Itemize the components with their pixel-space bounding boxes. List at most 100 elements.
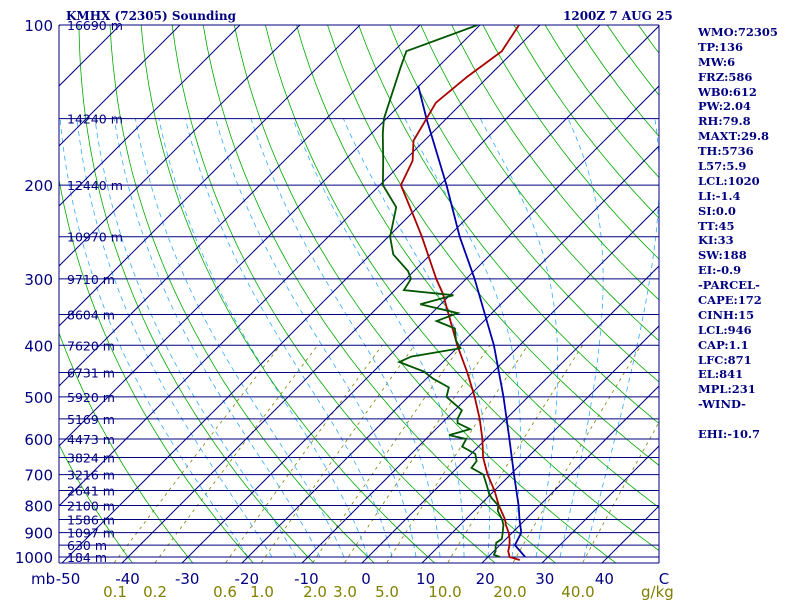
height-level-label: 16690 m — [67, 18, 123, 33]
isotherm-line — [59, 25, 301, 267]
height-level-label: 1097 m — [67, 526, 115, 541]
isotherm-line — [61, 25, 601, 563]
mixing-ratio-line — [343, 345, 491, 563]
isotherm-line — [361, 265, 659, 563]
mixing-ratio-line — [386, 345, 529, 563]
height-level-label: 630 m — [67, 538, 107, 553]
index-line: EHI:-10.7 — [698, 427, 761, 442]
mixing-ratio-tick-label: 2.0 — [303, 583, 327, 600]
index-line: -PARCEL- — [698, 278, 760, 293]
temperature-tick-label: 10 — [416, 570, 435, 588]
mixing-ratio-tick-label: 0.2 — [143, 583, 167, 600]
index-line: TT:45 — [698, 218, 735, 233]
mixing-ratio-tick-label: 1.0 — [250, 583, 274, 600]
temperature-tick-label: -40 — [115, 570, 140, 588]
dry-adiabat-line — [59, 331, 194, 563]
index-line: CINH:15 — [698, 307, 755, 322]
index-line: CAP:1.1 — [698, 337, 749, 352]
height-level-label: 12440 m — [67, 178, 123, 193]
moist-adiabat-line — [59, 118, 249, 558]
index-line: MPL:231 — [698, 382, 756, 397]
pressure-tick-label: 500 — [24, 389, 53, 407]
isotherms — [0, 1, 659, 569]
temperature-tick-label: 30 — [535, 570, 554, 588]
height-level-label: 4473 m — [67, 432, 115, 447]
isotherm-line — [59, 25, 361, 327]
moist-adiabat-line — [583, 118, 659, 558]
height-level-label: 3824 m — [67, 450, 115, 465]
moist-adiabat-line — [135, 118, 345, 558]
mixing-ratio-line — [113, 345, 281, 563]
mixing-ratio-line — [582, 421, 659, 563]
height-level-label: 5169 m — [67, 412, 115, 427]
isotherm-line — [59, 25, 241, 207]
mixing-ratio-line — [447, 345, 583, 563]
mixing-ratio-tick-label: 0.6 — [213, 583, 237, 600]
isotherm-line — [59, 25, 181, 147]
mixing-ratio-tick-label: 20.0 — [493, 583, 526, 600]
moist-adiabat-line — [559, 118, 604, 558]
sounding-datetime: 1200Z 7 AUG 25 — [563, 9, 673, 23]
temperature-tick-label: -50 — [56, 570, 81, 588]
index-line: -WIND- — [698, 397, 746, 412]
isotherm-line — [241, 145, 659, 563]
index-line: CAPE:172 — [698, 293, 762, 308]
index-line: EL:841 — [698, 367, 744, 382]
moist-adiabat-line — [215, 118, 417, 558]
pressure-unit-label: mb — [31, 570, 55, 588]
isotherm-line — [481, 385, 659, 563]
index-line: LI:-1.4 — [698, 188, 741, 203]
moist-adiabat-line — [113, 118, 321, 558]
moist-adiabat-line — [479, 118, 559, 558]
isotherm-line — [541, 445, 659, 563]
isotherm-line — [301, 205, 659, 563]
mixing-ratio-lines — [113, 345, 659, 563]
mixing-ratio-line — [224, 345, 383, 563]
station-title: KMHX (72305) Sounding — [66, 9, 237, 23]
isotherm-line — [0, 1, 24, 569]
moist-adiabat-line — [404, 118, 521, 558]
index-line: WB0:612 — [698, 84, 757, 99]
mixing-ratio-line — [154, 345, 319, 563]
index-line: SW:188 — [698, 248, 747, 263]
index-line: MW:6 — [698, 54, 736, 69]
mixing-ratio-line — [312, 345, 462, 563]
pressure-tick-label: 900 — [24, 525, 53, 543]
isotherm-line — [181, 85, 659, 563]
height-level-label: 1586 m — [67, 512, 115, 527]
height-level-label: 5920 m — [67, 390, 115, 405]
index-line: MAXT:29.8 — [698, 129, 769, 144]
pressure-tick-label: 600 — [24, 431, 53, 449]
index-line: TH:5736 — [698, 144, 754, 159]
pressure-tick-label: 1000 — [15, 549, 53, 567]
temperature-tick-label: C — [659, 570, 669, 588]
temperature-tick-label: -10 — [294, 570, 319, 588]
isobars — [58, 24, 660, 564]
index-line: FRZ:586 — [698, 69, 753, 84]
mixing-ratio-tick-label: 5.0 — [375, 583, 399, 600]
mixing-ratio-tick-label: 3.0 — [333, 583, 357, 600]
index-line: LCL:1020 — [698, 173, 760, 188]
index-line: LFC:871 — [698, 352, 752, 367]
mixing-ratio-unit-label: g/kg — [641, 583, 674, 600]
index-line — [698, 412, 778, 427]
height-level-label: 3216 m — [67, 468, 115, 483]
pressure-tick-label: 400 — [24, 337, 53, 355]
moist-adiabat-line — [184, 118, 393, 558]
height-level-label: 7620 m — [67, 338, 115, 353]
temperature-profile-line — [399, 25, 521, 561]
temperature-tick-label: -30 — [175, 570, 200, 588]
isotherm-line — [59, 25, 421, 387]
indices-panel: WMO:72305 TP:136 MW:6 FRZ:586 WB0:612 PW:2.04… — [698, 25, 778, 442]
index-line: KI:33 — [698, 233, 734, 248]
moist-adiabat-line — [76, 118, 273, 558]
height-level-label: 184 m — [67, 550, 107, 565]
isotherm-line — [121, 25, 659, 563]
height-level-label: 2641 m — [67, 484, 115, 499]
temperature-tick-label: -20 — [235, 570, 260, 588]
profiles — [381, 25, 526, 561]
isotherm-line — [59, 25, 481, 447]
index-line: EI:-0.9 — [698, 263, 742, 278]
mixing-ratio-line — [260, 345, 415, 563]
